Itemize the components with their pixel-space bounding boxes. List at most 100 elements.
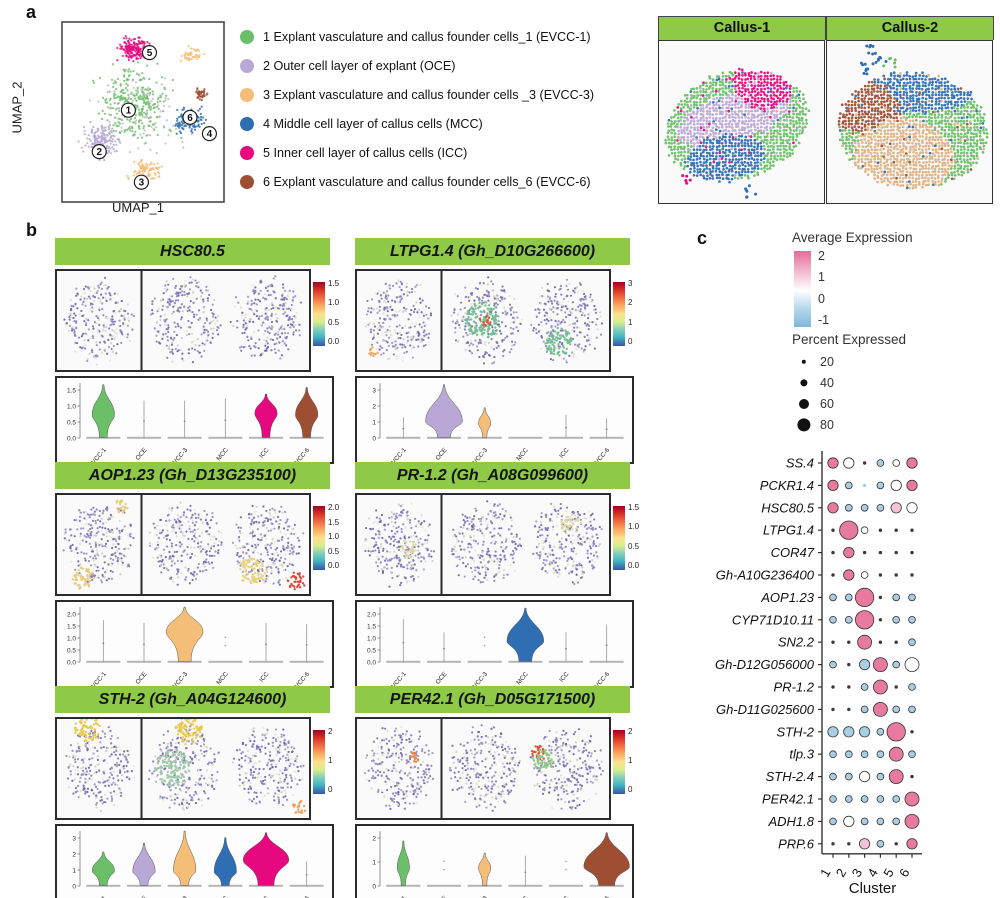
panel-c-label: c [697, 228, 708, 248]
legend-item: 3 Explant vasculature and callus founder… [240, 80, 660, 109]
dotplot-dot [894, 685, 898, 689]
dotplot-gene-label: LTPG1.4 [763, 523, 814, 538]
average-expression-legend: Average Expression 2 1 0 -1 [792, 230, 997, 327]
colorbar-tick: 1 [628, 317, 633, 327]
dotplot-dot [876, 459, 885, 467]
dotplot-dot [886, 722, 906, 742]
dotplot-dot [892, 705, 901, 714]
avg-expression-tick: -1 [818, 312, 830, 327]
percent-expressed-item: 80 [792, 414, 997, 435]
dotplot-dot [888, 769, 904, 785]
dotplot-dot [908, 705, 916, 714]
dotplot-gene-label: STH-2.4 [766, 769, 814, 784]
callus-title: Callus-2 [826, 16, 994, 40]
dotplot-dot [908, 683, 916, 691]
panel-a-label: a [26, 2, 37, 22]
dotplot-dot [872, 657, 888, 673]
percent-size-dot [796, 354, 812, 370]
dotplot-gene-label: STH-2 [776, 724, 814, 739]
average-expression-colorbar [794, 251, 811, 327]
dotplot-dot [847, 685, 851, 689]
legend-color-dot [240, 116, 254, 131]
legend-label: 1 Explant vasculature and callus founder… [263, 29, 591, 44]
dotplot-dot [831, 550, 835, 555]
cluster-number: 4 [207, 129, 213, 140]
dotplot-gene-label: ADH1.8 [767, 814, 814, 829]
feature-plots [55, 269, 311, 372]
dotplot-cluster-tick: 1 [817, 866, 834, 880]
legend-color-dot [240, 145, 254, 160]
dotplot-dot [908, 593, 916, 602]
dotplot-x-axis-label: Cluster [849, 880, 897, 897]
dotplot-dot [860, 683, 869, 691]
dotplot-dot [829, 795, 837, 803]
dotplot-dot [904, 791, 920, 807]
dotplot-dot [855, 587, 875, 607]
legend-item: 2 Outer cell layer of explant (OCE) [240, 51, 660, 80]
feature-plots [355, 269, 611, 372]
dotplot-dot [860, 705, 869, 714]
dotplot-dot [892, 660, 901, 669]
dotplot-dot [855, 610, 875, 630]
dotplot-gene-label: PRP.6 [778, 836, 815, 851]
colorbar-tick: 1.5 [328, 279, 340, 288]
dotplot-dot [860, 504, 869, 512]
dotplot-dot [845, 795, 853, 803]
gene-panel-title: HSC80.5 [55, 238, 330, 265]
dotplot-dot [876, 727, 885, 736]
dotplot-dot [908, 750, 916, 759]
callus-panel: Callus-1 [658, 16, 826, 204]
callus-title: Callus-1 [658, 16, 826, 40]
dotplot-dot [878, 618, 883, 622]
colorbar-tick: 0 [328, 785, 333, 794]
callus-spatial-plot [826, 40, 993, 204]
dotplot-dot [829, 660, 837, 669]
dotplot-dot [904, 657, 920, 673]
colorbar-tick: 2 [628, 298, 633, 308]
dotplot-dot [892, 817, 901, 826]
dotplot-dot [892, 593, 901, 602]
dotplot-dot [894, 550, 898, 555]
dotplot-dot [831, 707, 835, 712]
colorbar-tick: 1.0 [628, 522, 640, 532]
percent-size-label: 20 [820, 354, 834, 369]
gene-panel: PER42.1 (Gh_D05G171500) 2 1 0 012EVCC-1OCEEV… [355, 686, 647, 898]
cluster-number: 5 [147, 48, 153, 59]
dotplot-dot [829, 817, 837, 826]
colorbar-tick: 2.0 [328, 503, 340, 512]
gene-panel-title: PR-1.2 (Gh_A08G099600) [355, 462, 630, 489]
dotplot-dot [876, 481, 885, 490]
dotplot-dot [876, 839, 885, 848]
dotplot-cluster-tick: 5 [880, 866, 897, 880]
legend-label: 3 Explant vasculature and callus founder… [263, 87, 595, 102]
dotplot-dot [894, 842, 898, 846]
dotplot-dot [843, 457, 855, 469]
callus-panel: Callus-2 [826, 16, 994, 204]
cluster-number-circle [120, 102, 137, 118]
dotplot-dot [906, 457, 918, 469]
dotplot-dot [862, 461, 867, 465]
dotplot-dot [859, 838, 871, 850]
dotplot-dot [827, 726, 839, 738]
colorbar-tick: 0.0 [328, 337, 340, 346]
dotplot-gene-label: SN2.2 [778, 635, 815, 650]
umap-x-axis-label: UMAP_1 [111, 200, 165, 215]
legend-color-dot [240, 58, 254, 73]
colorbar-tick: 0.0 [628, 561, 640, 570]
legend-item: 6 Explant vasculature and callus founder… [240, 167, 660, 196]
dotplot-dot [845, 772, 853, 781]
colorbar-ticks: 1.5 1.0 0.5 0.0 [628, 503, 650, 570]
dotplot-dot [894, 573, 898, 577]
svg-text:ICC: ICC [258, 446, 271, 459]
dotplot-dot [906, 838, 918, 850]
dotplot-dot [910, 730, 914, 734]
percent-expressed-legend: Percent Expressed 20 40 60 80 [792, 332, 997, 435]
percent-expressed-item: 60 [792, 393, 997, 414]
dotplot-dot [843, 569, 855, 581]
dotplot-dot [890, 479, 902, 492]
feature-plots [355, 493, 611, 596]
dotplot-dot [859, 770, 871, 783]
callus-spatial-plot [658, 40, 825, 204]
dotplot-dot [860, 817, 869, 826]
